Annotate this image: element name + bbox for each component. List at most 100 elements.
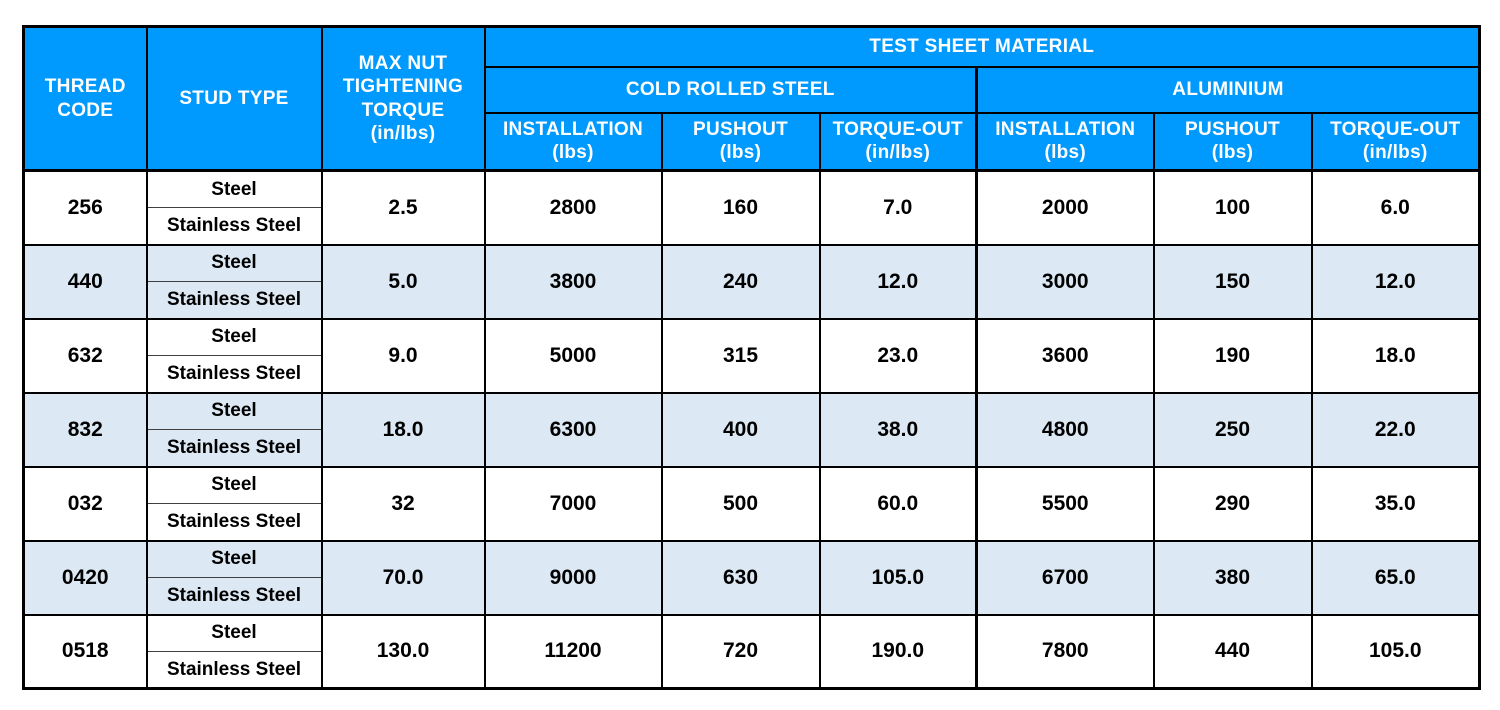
crs-pushout-cell: 500 [660,465,821,542]
crs-installation-cell: 7000 [483,465,663,542]
max-nut-torque-cell: 9.0 [320,317,486,394]
table-row: 0420 Steel 70.0 9000 630 105.0 6700 380 65.0 [22,539,1481,616]
alu-pushout-header: PUSHOUT (lbs) [1152,111,1313,172]
stud-type-cell: Steel [145,317,323,356]
crs-pushout-cell: 400 [660,391,821,468]
max-nut-header-line3: TORQUE [361,99,445,121]
crs-installation-label: INSTALLATION [502,119,644,141]
alu-torque-out-cell: 105.0 [1310,613,1481,690]
header-row-materials: COLD ROLLED STEEL ALUMINIUM [24,65,1481,114]
thread-code-header: THREAD CODE [22,25,148,172]
thread-code-header-line1: THREAD [44,76,126,98]
max-nut-torque-cell: 5.0 [320,243,486,320]
table-row: Stainless Steel [24,651,1480,690]
crs-pushout-cell: 720 [660,613,821,690]
cold-rolled-steel-header: COLD ROLLED STEEL [483,65,978,114]
crs-installation-cell: 3800 [483,243,663,320]
crs-pushout-label: PUSHOUT [693,119,788,141]
thread-code-cell: 0420 [22,539,148,616]
alu-torque-out-label: TORQUE-OUT [1330,119,1461,141]
alu-pushout-cell: 440 [1152,613,1313,690]
alu-pushout-unit: (lbs) [1211,142,1254,164]
crs-torque-out-cell: 60.0 [818,465,978,542]
alu-torque-out-unit: (in/lbs) [1362,142,1428,164]
stud-type-cell: Stainless Steel [145,429,323,468]
max-nut-torque-cell: 18.0 [320,391,486,468]
alu-installation-cell: 7800 [975,613,1155,690]
header-row-measures: INSTALLATION (lbs) PUSHOUT (lbs) TORQUE-… [24,111,1481,172]
table-row: 440 Steel 5.0 3800 240 12.0 3000 150 12.0 [22,243,1481,320]
max-nut-torque-cell: 70.0 [320,539,486,616]
test-sheet-material-header: TEST SHEET MATERIAL [483,25,1481,68]
alu-installation-label: INSTALLATION [995,119,1136,141]
crs-installation-header: INSTALLATION (lbs) [483,111,663,172]
thread-code-cell: 256 [22,169,148,246]
max-nut-header-line1: MAX NUT [358,53,448,75]
alu-pushout-cell: 250 [1152,391,1313,468]
crs-installation-cell: 5000 [483,317,663,394]
stud-type-cell: Steel [145,243,323,282]
stud-type-cell: Steel [145,391,323,430]
stud-type-cell: Stainless Steel [145,651,323,690]
crs-pushout-cell: 315 [660,317,821,394]
alu-torque-out-cell: 6.0 [1310,169,1481,246]
alu-installation-header: INSTALLATION (lbs) [975,111,1155,172]
table-row: Stainless Steel [24,503,1480,542]
stud-type-cell: Stainless Steel [145,355,323,394]
max-nut-header-line4: (in/lbs) [370,122,436,144]
max-nut-torque-cell: 32 [320,465,486,542]
crs-pushout-cell: 160 [660,169,821,246]
thread-code-cell: 0518 [22,613,148,690]
alu-pushout-cell: 380 [1152,539,1313,616]
table-row: 632 Steel 9.0 5000 315 23.0 3600 190 18.0 [22,317,1481,394]
alu-pushout-label: PUSHOUT [1185,119,1280,141]
alu-installation-cell: 5500 [975,465,1155,542]
stud-type-cell: Stainless Steel [145,207,323,246]
alu-pushout-cell: 190 [1152,317,1313,394]
crs-torque-out-unit: (in/lbs) [865,142,931,164]
alu-torque-out-header: TORQUE-OUT (in/lbs) [1310,111,1481,172]
crs-installation-cell: 6300 [483,391,663,468]
crs-torque-out-label: TORQUE-OUT [832,119,963,141]
table-row: Stainless Steel [24,281,1480,320]
crs-torque-out-cell: 190.0 [818,613,978,690]
crs-installation-unit: (lbs) [552,142,594,164]
crs-torque-out-cell: 12.0 [818,243,978,320]
crs-installation-cell: 2800 [483,169,663,246]
alu-installation-cell: 3000 [975,243,1155,320]
table-row: 832 Steel 18.0 6300 400 38.0 4800 250 22.0 [22,391,1481,468]
thread-code-cell: 832 [22,391,148,468]
alu-torque-out-cell: 65.0 [1310,539,1481,616]
alu-torque-out-cell: 35.0 [1310,465,1481,542]
stud-type-cell: Steel [145,465,323,504]
fastener-spec-table-container: THREAD CODE STUD TYPE MAX NUT TIGHTENING… [22,25,1481,690]
alu-installation-cell: 2000 [975,169,1155,246]
crs-torque-out-header: TORQUE-OUT (in/lbs) [818,111,978,172]
max-nut-header-line2: TIGHTENING [342,76,464,98]
table-row: Stainless Steel [24,429,1480,468]
alu-pushout-cell: 100 [1152,169,1313,246]
alu-pushout-cell: 150 [1152,243,1313,320]
table-row: Stainless Steel [24,355,1480,394]
table-row: 256 Steel 2.5 2800 160 7.0 2000 100 6.0 [22,169,1481,246]
crs-torque-out-cell: 38.0 [818,391,978,468]
crs-torque-out-cell: 105.0 [818,539,978,616]
aluminium-header: ALUMINIUM [975,65,1481,114]
thread-code-cell: 632 [22,317,148,394]
table-body: 256 Steel 2.5 2800 160 7.0 2000 100 6.0 Stainless… [22,169,1481,690]
fastener-spec-table: THREAD CODE STUD TYPE MAX NUT TIGHTENING… [22,25,1481,690]
header-row-top: THREAD CODE STUD TYPE MAX NUT TIGHTENING… [22,25,1481,172]
table-row: Stainless Steel [24,207,1480,246]
crs-installation-cell: 11200 [483,613,663,690]
stud-type-cell: Stainless Steel [145,577,323,616]
stud-type-cell: Stainless Steel [145,281,323,320]
alu-installation-cell: 3600 [975,317,1155,394]
max-nut-torque-header: MAX NUT TIGHTENING TORQUE (in/lbs) [320,25,486,172]
alu-installation-cell: 6700 [975,539,1155,616]
table-row: 0518 Steel 130.0 11200 720 190.0 7800 440 105.0 [22,613,1481,690]
alu-installation-cell: 4800 [975,391,1155,468]
alu-torque-out-cell: 22.0 [1310,391,1481,468]
max-nut-torque-cell: 130.0 [320,613,486,690]
thread-code-cell: 032 [22,465,148,542]
crs-pushout-cell: 630 [660,539,821,616]
